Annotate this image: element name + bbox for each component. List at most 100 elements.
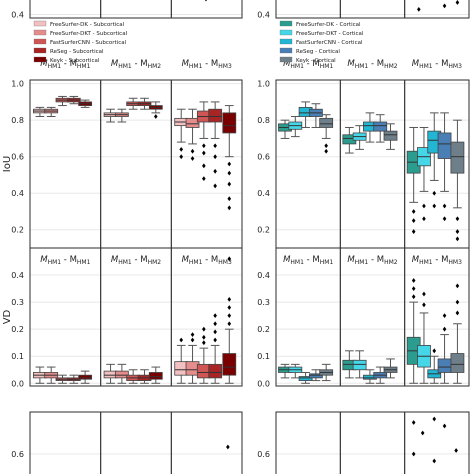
box-iqr bbox=[450, 353, 465, 373]
outlier-point bbox=[422, 291, 426, 297]
group-label-part: - bbox=[368, 255, 376, 265]
group-label-part: M bbox=[347, 255, 355, 265]
box-freesurfer-dk-cortical bbox=[406, 278, 421, 384]
outlier-point bbox=[227, 305, 232, 310]
outlier-point bbox=[454, 448, 458, 453]
box-freesurfer-dkt-cortical bbox=[352, 125, 367, 150]
box-iqr bbox=[437, 132, 452, 159]
group-label-part: HM1 bbox=[290, 63, 304, 70]
outlier-point bbox=[190, 148, 195, 154]
box-iqr bbox=[308, 373, 323, 379]
box-iqr bbox=[298, 376, 313, 381]
box-keyk-subcortical bbox=[148, 101, 163, 119]
y-axis-label: VD bbox=[2, 309, 13, 324]
outlier-point bbox=[422, 302, 426, 308]
outlier-point bbox=[442, 326, 447, 332]
group-label-part: M bbox=[347, 59, 355, 69]
group-label-part: HM1 bbox=[48, 63, 62, 70]
outlier-point bbox=[432, 348, 437, 354]
plot-area bbox=[100, 0, 208, 18]
group-label-part: HM2 bbox=[384, 259, 398, 266]
outlier-point bbox=[213, 321, 217, 327]
outlier-point bbox=[213, 183, 217, 189]
group-label-part: HM1 bbox=[189, 63, 203, 70]
outlier-point bbox=[432, 190, 437, 196]
box-iqr bbox=[148, 372, 163, 380]
group-label-part: HM1 bbox=[189, 259, 203, 266]
outlier-point bbox=[202, 340, 206, 346]
y-tick-label: 0.2 bbox=[11, 226, 24, 235]
group-label-part: M bbox=[182, 255, 190, 265]
group-label: MHM1 - MHM2 bbox=[111, 255, 161, 266]
group-label-part: M bbox=[211, 59, 218, 69]
box-keyk-subcortical bbox=[78, 99, 93, 108]
box-keyk-cortical bbox=[319, 114, 334, 154]
panel-sub-bottom: 0.6 bbox=[11, 411, 243, 474]
group-label-part: - bbox=[61, 59, 69, 69]
outlier-point bbox=[202, 143, 206, 149]
y-tick-label: 0.4 bbox=[257, 271, 270, 280]
box-freesurfer-dkt-subcortical bbox=[114, 363, 129, 384]
group-label: MHM1 - MHM1 bbox=[40, 255, 90, 266]
group-label-part: - bbox=[202, 59, 210, 69]
outlier-point bbox=[202, 334, 206, 340]
box-fastsurfercnn-cortical bbox=[427, 348, 442, 384]
plot-area bbox=[339, 412, 458, 474]
legend: FreeSurfer-DK - Cortical FreeSurfer-DKT -… bbox=[279, 20, 364, 64]
outlier-point bbox=[227, 170, 232, 176]
outlier-point bbox=[227, 256, 232, 262]
legend-label: FreeSurfer-DKT - Cortical bbox=[296, 31, 364, 37]
outlier-point bbox=[411, 218, 416, 224]
group-label-part: M bbox=[283, 59, 291, 69]
box-iqr bbox=[352, 359, 367, 371]
group-label-part: - bbox=[202, 255, 210, 265]
y-tick-label: 0.6 bbox=[257, 450, 270, 459]
box-keyk-subcortical bbox=[148, 366, 163, 384]
outlier-point bbox=[411, 451, 416, 457]
group-label-part: HM2 bbox=[148, 259, 162, 266]
outlier-point bbox=[202, 326, 206, 332]
legend-swatch bbox=[279, 29, 293, 36]
y-tick-label: 1.0 bbox=[257, 80, 270, 89]
y-tick-label: 0.8 bbox=[11, 116, 24, 125]
box-reseg-cortical bbox=[373, 114, 388, 143]
group-label-part: M bbox=[377, 255, 384, 265]
outlier-point bbox=[179, 154, 184, 160]
box-freesurfer-dk-subcortical bbox=[32, 106, 47, 118]
group-label: MHM1 - MHM3 bbox=[182, 255, 232, 266]
group-label-part: M bbox=[40, 59, 48, 69]
box-freesurfer-dkt-subcortical bbox=[185, 108, 200, 161]
group-label-part: - bbox=[132, 255, 140, 265]
outlier-point bbox=[432, 203, 437, 209]
outlier-point bbox=[442, 216, 447, 222]
group-label-part: - bbox=[433, 59, 441, 69]
box-reseg-cortical bbox=[308, 369, 323, 382]
group-label: MHM1 - MHM3 bbox=[182, 59, 232, 70]
y-tick-label: 0.4 bbox=[257, 189, 270, 198]
legend-swatch bbox=[33, 20, 47, 27]
y-tick-label: 0.2 bbox=[257, 226, 270, 235]
outlier-point bbox=[422, 203, 426, 209]
group-label-part: M bbox=[182, 59, 190, 69]
box-keyk-cortical bbox=[450, 283, 465, 384]
y-tick-label: 0.1 bbox=[257, 352, 270, 361]
y-tick-label: 0.4 bbox=[11, 189, 24, 198]
outlier-point bbox=[324, 143, 328, 149]
legend-swatch bbox=[279, 56, 293, 63]
y-tick-label: 0.6 bbox=[257, 153, 270, 162]
outlier-point bbox=[455, 283, 460, 289]
outlier-point bbox=[411, 420, 416, 425]
outlier-point bbox=[324, 148, 328, 154]
y-tick-label: 0.0 bbox=[257, 379, 270, 388]
box-reseg-subcortical bbox=[66, 95, 81, 105]
box-iqr bbox=[222, 112, 237, 134]
group-label-part: HM1 bbox=[118, 63, 132, 70]
box-iqr bbox=[450, 141, 465, 174]
outlier-point bbox=[190, 337, 195, 343]
group-label-part: HM3 bbox=[448, 63, 462, 70]
box-fastsurfercnn-cortical bbox=[427, 112, 442, 209]
outlier-point bbox=[227, 313, 232, 319]
outlier-point bbox=[455, 310, 460, 316]
